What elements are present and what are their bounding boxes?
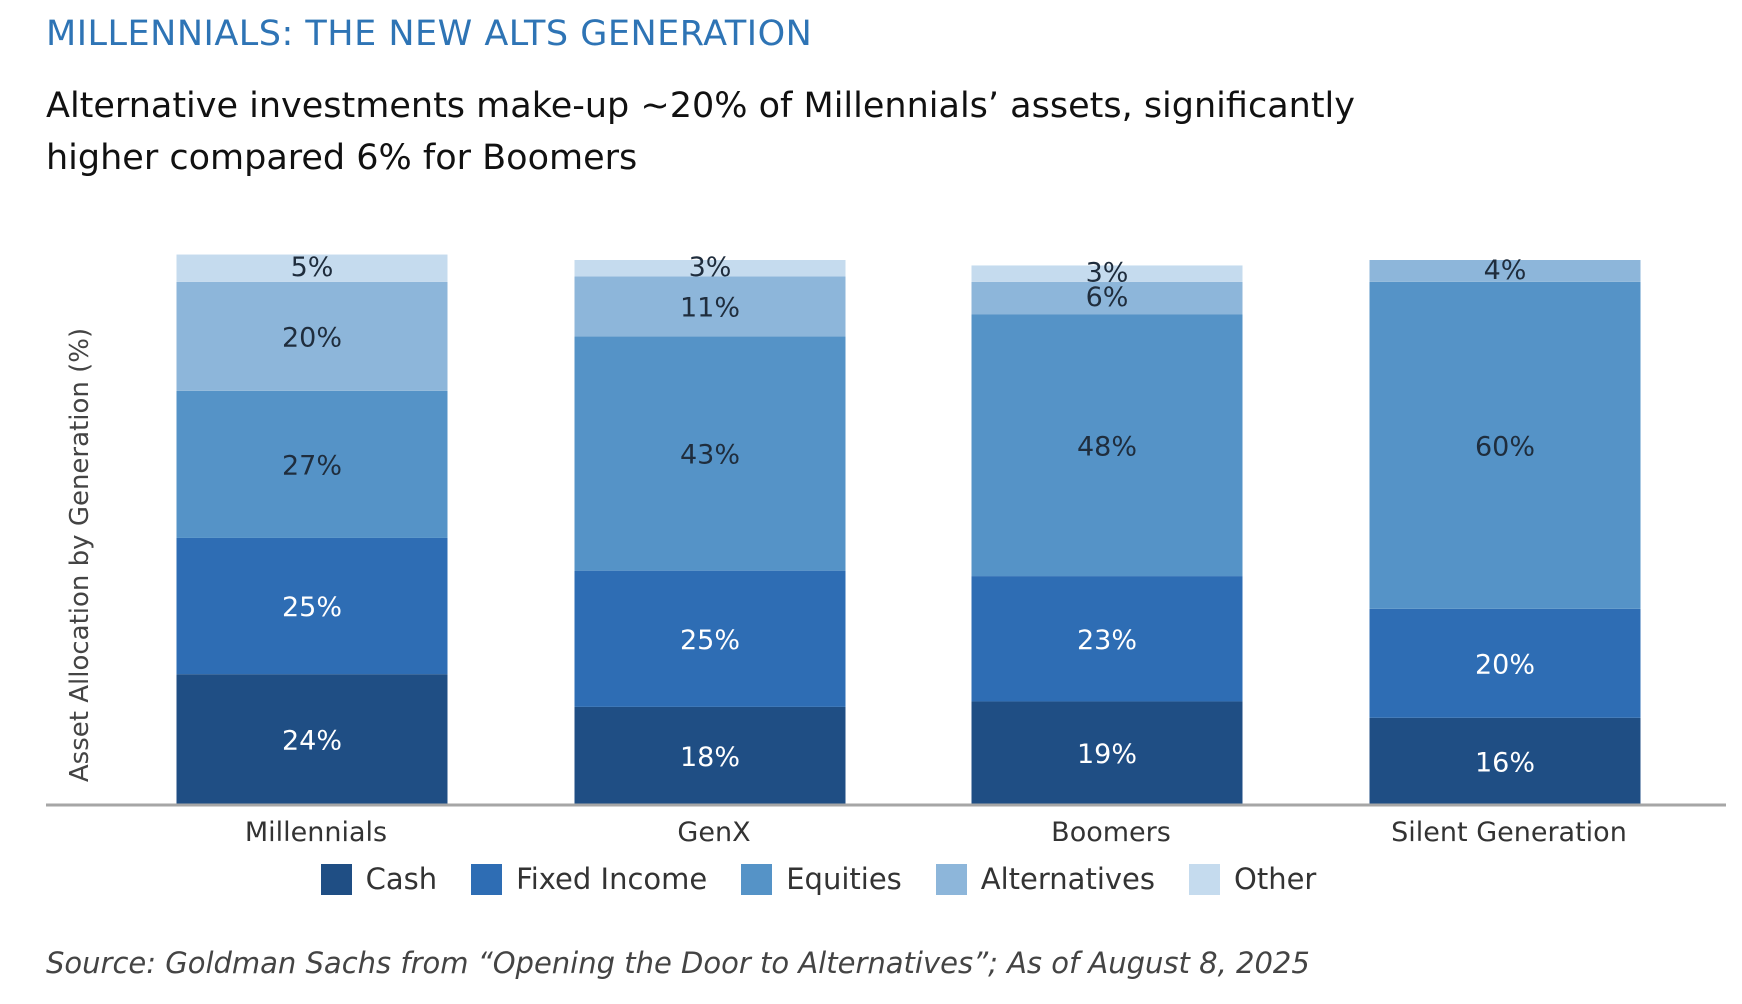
chart-kicker: MILLENNIALS: THE NEW ALTS GENERATION xyxy=(46,14,813,54)
bar-segment-boomers-equities xyxy=(971,314,1243,577)
legend-item-fixed-income: Fixed Income xyxy=(471,862,707,896)
data-label-silent-generation-alternatives: 4% xyxy=(1484,255,1527,286)
x-tick-label-millennials: Millennials xyxy=(245,817,387,848)
data-label-boomers-fixed-income: 23% xyxy=(1077,625,1137,656)
data-label-silent-generation-equities: 60% xyxy=(1475,431,1535,462)
legend-label-fixed-income: Fixed Income xyxy=(516,862,708,896)
data-label-millennials-equities: 27% xyxy=(282,450,342,481)
bar-segment-boomers-other xyxy=(971,265,1243,282)
data-label-genx-other: 3% xyxy=(689,252,732,283)
bar-segment-genx-fixed-income xyxy=(574,570,846,707)
data-label-boomers-alternatives: 6% xyxy=(1086,282,1129,313)
data-label-genx-alternatives: 11% xyxy=(680,292,740,323)
bar-segment-millennials-alternatives xyxy=(176,281,448,391)
legend-swatch-cash xyxy=(320,863,352,895)
legend-swatch-fixed-income xyxy=(471,863,503,895)
legend-swatch-alternatives xyxy=(935,863,967,895)
x-tick-label-boomers: Boomers xyxy=(1051,817,1171,848)
bar-segment-millennials-cash xyxy=(176,674,448,805)
x-tick-labels-layer: Millennials GenX Boomers Silent Generation xyxy=(245,817,1627,848)
stacked-bar-chart: 24%25%27%20%5%18%25%43%11%3%19%23%48%6%3… xyxy=(46,252,1726,848)
bar-segment-genx-other xyxy=(574,260,846,277)
data-label-genx-equities: 43% xyxy=(680,439,740,470)
bar-segment-genx-alternatives xyxy=(574,276,846,337)
bar-segment-silent-generation-alternatives xyxy=(1369,260,1641,282)
bar-segment-silent-generation-fixed-income xyxy=(1369,608,1641,718)
bar-segment-millennials-equities xyxy=(176,390,448,538)
bar-segment-millennials-fixed-income xyxy=(176,537,448,675)
data-label-boomers-other: 3% xyxy=(1086,258,1129,289)
bar-segment-millennials-other xyxy=(176,254,448,282)
data-label-millennials-cash: 24% xyxy=(282,726,342,757)
bar-segment-boomers-fixed-income xyxy=(971,576,1243,702)
bar-segment-genx-equities xyxy=(574,336,846,571)
chart-headline: Alternative investments make-up ~20% of … xyxy=(46,86,1355,178)
legend-item-alternatives: Alternatives xyxy=(935,862,1155,896)
bar-segment-boomers-cash xyxy=(971,701,1243,805)
data-label-genx-cash: 18% xyxy=(680,742,740,773)
bar-segment-silent-generation-cash xyxy=(1369,717,1641,805)
legend-label-alternatives: Alternatives xyxy=(980,862,1155,896)
legend-swatch-other xyxy=(1189,863,1220,895)
data-label-millennials-alternatives: 20% xyxy=(282,322,342,353)
bar-segment-silent-generation-equities xyxy=(1369,281,1641,609)
bar-segment-genx-cash xyxy=(574,706,846,805)
bars-layer xyxy=(176,254,1641,805)
data-label-millennials-other: 5% xyxy=(291,252,334,283)
source-note: Source: Goldman Sachs from “Opening the … xyxy=(46,946,1310,980)
bar-segment-boomers-alternatives xyxy=(971,281,1243,315)
legend-item-equities: Equities xyxy=(741,862,902,896)
y-axis-label: Asset Allocation by Generation (%) xyxy=(65,328,95,782)
data-label-boomers-equities: 48% xyxy=(1077,431,1137,462)
legend-swatch-equities xyxy=(741,863,773,895)
data-label-genx-fixed-income: 25% xyxy=(680,625,740,656)
data-label-millennials-fixed-income: 25% xyxy=(282,592,342,623)
data-label-boomers-cash: 19% xyxy=(1077,739,1137,770)
legend-label-cash: Cash xyxy=(365,862,438,896)
legend-items: Cash Fixed Income Equities Alternatives Othe… xyxy=(320,862,1316,896)
legend-item-cash: Cash xyxy=(320,862,438,896)
x-tick-label-silent-generation: Silent Generation xyxy=(1391,817,1627,848)
legend-label-other: Other xyxy=(1234,862,1317,896)
legend-item-other: Other xyxy=(1189,862,1316,896)
x-tick-label-genx: GenX xyxy=(677,817,750,848)
chart-legend: Cash Fixed Income Equities Alternatives Othe… xyxy=(0,862,1742,896)
data-label-silent-generation-fixed-income: 20% xyxy=(1475,649,1535,680)
legend-label-equities: Equities xyxy=(786,862,902,896)
data-label-silent-generation-cash: 16% xyxy=(1475,747,1535,778)
value-labels-layer: 24%25%27%20%5%18%25%43%11%3%19%23%48%6%3… xyxy=(282,252,1535,778)
